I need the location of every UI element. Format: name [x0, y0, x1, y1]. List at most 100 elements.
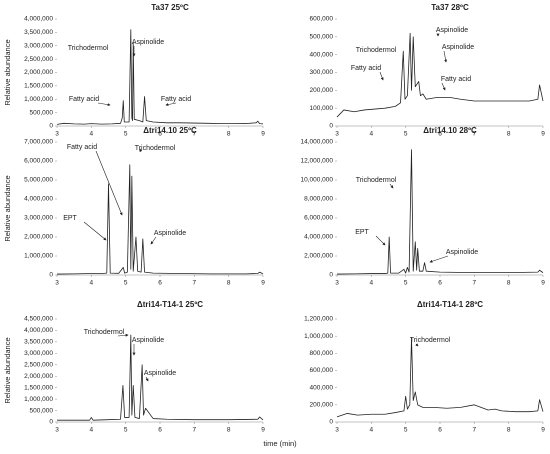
- annotation: Fatty acid: [351, 65, 381, 72]
- x-tick-label: 4: [370, 280, 374, 287]
- annotation: Trichodermol: [68, 45, 109, 52]
- y-tick-label: 4,000,000: [24, 196, 53, 203]
- y-tick-label: 500,000: [30, 109, 54, 116]
- y-tick-label: 3,500,000: [24, 29, 53, 36]
- x-tick-label: 5: [124, 427, 128, 434]
- y-tick-label: 5,000,000: [24, 177, 53, 184]
- chart-title: Δtri14-T14-1 25ºC: [137, 300, 203, 309]
- y-axis-label: Relative abundance: [3, 337, 12, 403]
- x-tick-label: 3: [335, 280, 339, 287]
- y-tick-label: 800,000: [310, 350, 334, 357]
- annotation-arrow: [375, 235, 386, 246]
- annotation: Aspinolide: [154, 230, 186, 237]
- annotation: Aspinolide: [144, 370, 176, 377]
- annotation-arrow: [415, 343, 419, 347]
- annotation-arrow: [145, 376, 149, 382]
- x-tick-label: 8: [507, 280, 511, 287]
- y-tick-label: 6,000,000: [24, 158, 53, 165]
- y-tick-label: 3,000,000: [24, 215, 53, 222]
- y-tick-label: 8,000,000: [304, 196, 333, 203]
- y-tick-label: 400,000: [310, 384, 334, 391]
- y-tick-label: 2,500,000: [24, 56, 53, 63]
- x-tick-label: 4: [370, 131, 374, 138]
- annotation: EPT: [355, 229, 369, 236]
- y-tick-label: 2,000,000: [24, 69, 53, 76]
- x-tick-label: 7: [473, 427, 477, 434]
- annotation: Fatty acid: [441, 76, 471, 83]
- y-tick-label: 0: [329, 419, 333, 426]
- trace: [57, 334, 264, 421]
- y-tick-label: 200,000: [310, 87, 334, 94]
- y-tick-label: 14,000,000: [300, 139, 333, 146]
- y-tick-label: 2,000,000: [304, 253, 333, 260]
- annotation-arrow: [379, 71, 384, 81]
- x-tick-label: 9: [261, 427, 265, 434]
- annotation: Fatty acid: [67, 144, 97, 151]
- x-tick-label: 7: [193, 280, 197, 287]
- annotation-arrow: [389, 183, 394, 189]
- annotation: Aspinolide: [132, 39, 164, 46]
- y-tick-label: 0: [49, 419, 53, 426]
- y-tick-label: 1,000,000: [304, 333, 333, 340]
- chart-title: Δtri14-T14-1 28ºC: [417, 300, 483, 309]
- y-tick-label: 1,500,000: [24, 83, 53, 90]
- annotation-arrow: [165, 102, 177, 107]
- y-tick-label: 3,000,000: [24, 350, 53, 357]
- x-tick-label: 9: [541, 427, 545, 434]
- y-tick-label: 400,000: [310, 51, 334, 58]
- x-tick-label: 7: [193, 131, 197, 138]
- y-tick-label: 1,500,000: [24, 384, 53, 391]
- x-tick-label: 6: [158, 427, 162, 434]
- x-tick-label: 7: [193, 427, 197, 434]
- trace: [336, 149, 544, 275]
- x-tick-label: 7: [473, 131, 477, 138]
- x-tick-label: 5: [404, 131, 408, 138]
- y-tick-label: 4,500,000: [24, 316, 53, 323]
- y-tick-label: 500,000: [310, 34, 334, 41]
- annotation-arrow: [429, 255, 449, 263]
- annotation: Trichodermol: [410, 337, 451, 344]
- chart-title: Ta37 28ºC: [431, 3, 469, 12]
- y-tick-label: 200,000: [310, 402, 334, 409]
- chart-title: Δtri14.10 25ºC: [143, 126, 197, 135]
- x-tick-label: 5: [404, 280, 408, 287]
- y-tick-label: 3,000,000: [24, 42, 53, 49]
- y-tick-label: 3,500,000: [24, 339, 53, 346]
- annotation-arrow: [83, 221, 107, 241]
- y-tick-label: 0: [329, 123, 333, 130]
- x-tick-label: 9: [261, 280, 265, 287]
- annotation: Fatty acid: [69, 96, 99, 103]
- x-tick-label: 9: [541, 280, 545, 287]
- y-tick-label: 7,000,000: [24, 139, 53, 146]
- y-tick-label: 12,000,000: [300, 158, 333, 165]
- x-tick-label: 3: [55, 131, 59, 138]
- annotation: Aspinolide: [442, 44, 474, 51]
- y-axis-label: Relative abundance: [3, 175, 12, 241]
- y-tick-label: 2,500,000: [24, 361, 53, 368]
- y-tick-label: 100,000: [310, 105, 334, 112]
- annotation: Trichodermol: [356, 47, 397, 54]
- y-tick-label: 2,000,000: [24, 373, 53, 380]
- x-tick-label: 9: [261, 131, 265, 138]
- annotation-arrow: [150, 236, 157, 245]
- x-tick-label: 4: [90, 131, 94, 138]
- y-tick-label: 600,000: [310, 16, 334, 23]
- y-tick-label: 1,000,000: [24, 396, 53, 403]
- annotation-arrow: [95, 150, 123, 216]
- x-tick-label: 3: [335, 427, 339, 434]
- x-tick-label: 9: [541, 131, 545, 138]
- annotation-arrow: [441, 82, 446, 91]
- annotation: Aspinolide: [446, 249, 478, 256]
- y-tick-label: 1,200,000: [304, 316, 333, 323]
- y-axis-label: Relative abundance: [3, 39, 12, 105]
- x-axis-label: time (min): [263, 439, 297, 448]
- y-tick-label: 1,000,000: [24, 253, 53, 260]
- chart-title: Ta37 25ºC: [151, 3, 189, 12]
- chart-title: Δtri14.10 28ºC: [423, 126, 477, 135]
- x-tick-label: 8: [507, 427, 511, 434]
- x-tick-label: 4: [370, 427, 374, 434]
- y-tick-label: 0: [49, 123, 53, 130]
- y-tick-label: 300,000: [310, 69, 334, 76]
- x-tick-label: 7: [473, 280, 477, 287]
